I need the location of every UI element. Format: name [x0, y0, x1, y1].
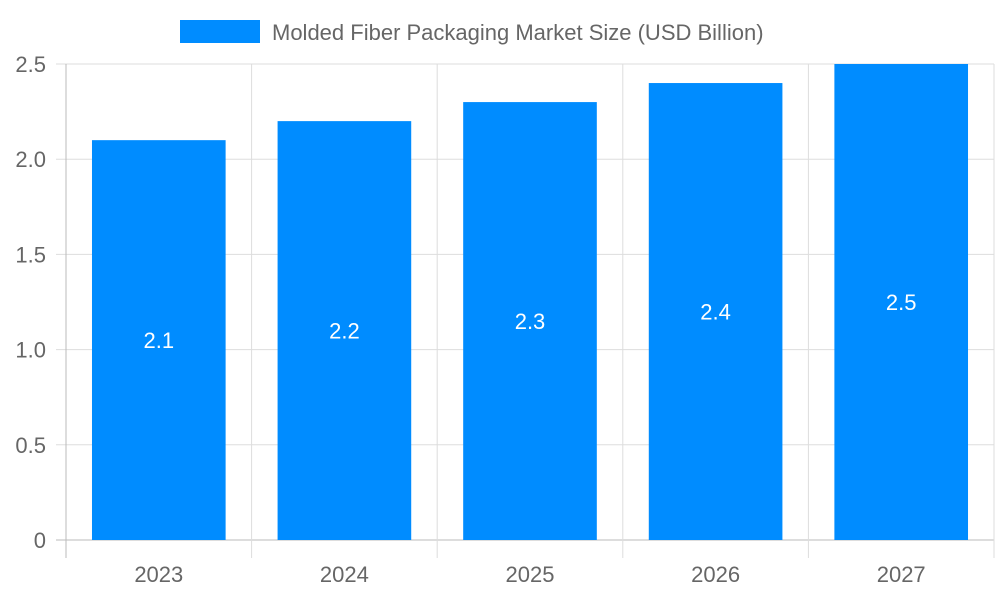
bars: 2.1 2.2 2.3 2.4 2.5	[91, 64, 969, 541]
bar-2026	[648, 83, 783, 540]
x-tick-label: 2023	[134, 562, 183, 587]
bar-2027	[834, 64, 969, 540]
axes: 0 0.5 1.0 1.5 2.0 2.5 2023 2024 2025 2026 2027	[15, 52, 925, 587]
x-tick-label: 2026	[691, 562, 740, 587]
data-label-2025: 2.3	[515, 309, 546, 334]
x-tick-label: 2027	[877, 562, 926, 587]
data-label-2026: 2.4	[700, 300, 731, 325]
legend-swatch	[180, 20, 260, 43]
x-tick-label: 2024	[320, 562, 369, 587]
legend[interactable]: Molded Fiber Packaging Market Size (USD …	[180, 20, 764, 45]
data-label-2024: 2.2	[329, 319, 360, 344]
y-tick-label: 1.5	[15, 242, 46, 267]
data-label-2023: 2.1	[144, 328, 175, 353]
y-tick-label: 1.0	[15, 338, 46, 363]
y-tick-label: 2.5	[15, 52, 46, 77]
y-tick-label: 0.5	[15, 433, 46, 458]
bar-2025	[463, 102, 597, 540]
data-label-2027: 2.5	[886, 290, 917, 315]
bar-2023	[91, 140, 226, 540]
x-tick-label: 2025	[506, 562, 555, 587]
y-tick-label: 0	[34, 528, 46, 553]
y-tick-label: 2.0	[15, 147, 46, 172]
bar-2024	[277, 121, 412, 541]
legend-label: Molded Fiber Packaging Market Size (USD …	[272, 20, 764, 45]
